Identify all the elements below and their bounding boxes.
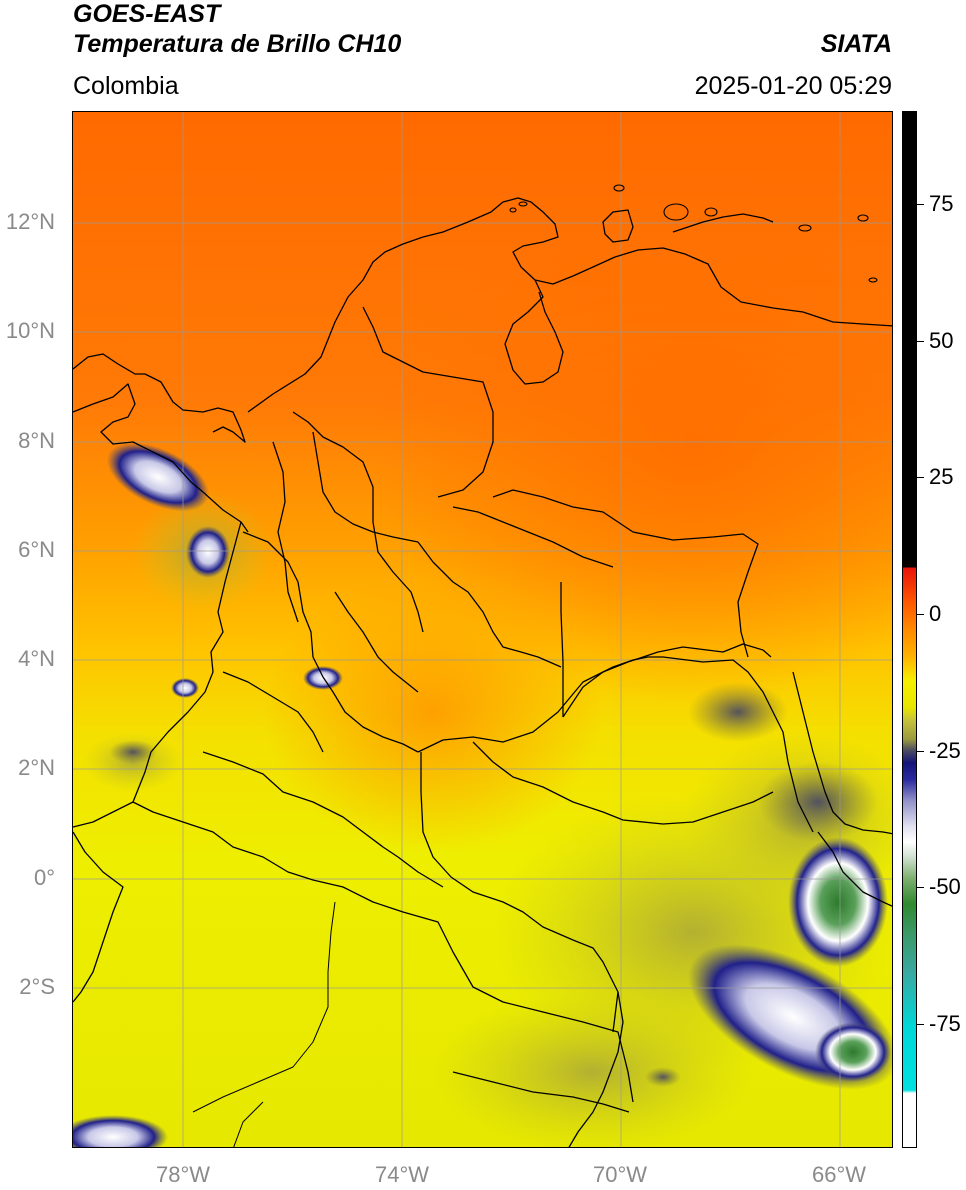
lon-label-74w: 74°W [374, 1162, 430, 1187]
gridlines [73, 112, 892, 1147]
colorbar-label-minus50: -50 [929, 874, 961, 899]
warm-region-center [263, 572, 603, 852]
ecuador-coastline [73, 831, 124, 1003]
satellite-title: GOES-EAST [73, 0, 221, 28]
caribbean-coastline [247, 197, 892, 413]
inland-border [472, 741, 774, 825]
peru-border [192, 901, 336, 1113]
agency-label: SIATA [820, 30, 892, 58]
brazil-border-east [792, 671, 892, 835]
datetime-label: 2025-01-20 05:29 [694, 72, 892, 100]
islands [509, 184, 878, 283]
lat-label-12n: 12°N [5, 209, 55, 234]
paraguana [602, 209, 634, 243]
lat-label-10n: 10°N [5, 318, 55, 343]
inland-border [202, 751, 444, 888]
lat-label-6n: 6°N [18, 537, 55, 562]
cloud-patch [109, 740, 157, 764]
maracaibo-lake [504, 279, 564, 385]
colorbar-label-minus75: -75 [929, 1011, 961, 1036]
pacific-coastline [73, 521, 242, 828]
storm-cell-deep [815, 1022, 891, 1082]
cloud-patch [758, 762, 878, 842]
lat-label-4n: 4°N [18, 646, 55, 671]
inland-border [452, 506, 614, 568]
inland-border [362, 306, 494, 498]
colorbar-label-minus25: -25 [929, 738, 961, 763]
peru-brazil-border [568, 991, 624, 1147]
panama-coastline [73, 353, 246, 443]
temperature-colorbar [902, 111, 917, 1148]
cloud-patch [688, 682, 788, 742]
amazon-river [452, 1071, 630, 1113]
map-panel[interactable] [72, 111, 893, 1148]
lat-label-2s: 2°S [19, 974, 55, 999]
colorbar-label-75: 75 [929, 191, 954, 216]
storm-cell [186, 526, 230, 578]
lon-label-70w: 70°W [592, 1162, 648, 1187]
product-title: Temperatura de Brillo CH10 [73, 30, 402, 58]
venezuela-coast [672, 213, 774, 233]
panama-pacific-coast [73, 383, 249, 533]
lon-label-78w: 78°W [155, 1162, 211, 1187]
inland-border [417, 541, 562, 668]
cool-region-south [433, 992, 753, 1147]
inland-border [242, 531, 419, 753]
lat-label-2n: 2°N [18, 755, 55, 780]
inland-border [272, 441, 299, 623]
storm-cell-deep [788, 837, 888, 967]
colorbar-label-50: 50 [929, 328, 954, 353]
storm-cell [73, 1115, 168, 1147]
colorbar-label-25: 25 [929, 464, 954, 489]
southern-border [132, 801, 634, 1103]
lat-label-0: 0° [33, 865, 55, 890]
inland-border [222, 671, 324, 753]
orinoco-border [562, 643, 772, 718]
cloud-patch [645, 1067, 681, 1087]
inland-border [420, 752, 619, 1033]
brazil-border-east2 [817, 831, 892, 907]
lon-label-66w: 66°W [811, 1162, 867, 1187]
colombia-venezuela-border [492, 489, 759, 658]
inland-border [560, 582, 564, 717]
inland-border [334, 591, 419, 693]
boundaries [73, 197, 892, 1147]
inland-border [292, 411, 424, 633]
colorbar-label-0: 0 [929, 601, 942, 626]
lat-label-8n: 8°N [18, 428, 55, 453]
eastern-border [417, 656, 814, 833]
storm-cell [106, 442, 210, 512]
storm-cell [171, 678, 199, 698]
brightness-temperature-map [73, 112, 892, 1147]
region-label: Colombia [73, 72, 179, 100]
peru-border [233, 1101, 264, 1147]
inland-border [312, 431, 419, 543]
